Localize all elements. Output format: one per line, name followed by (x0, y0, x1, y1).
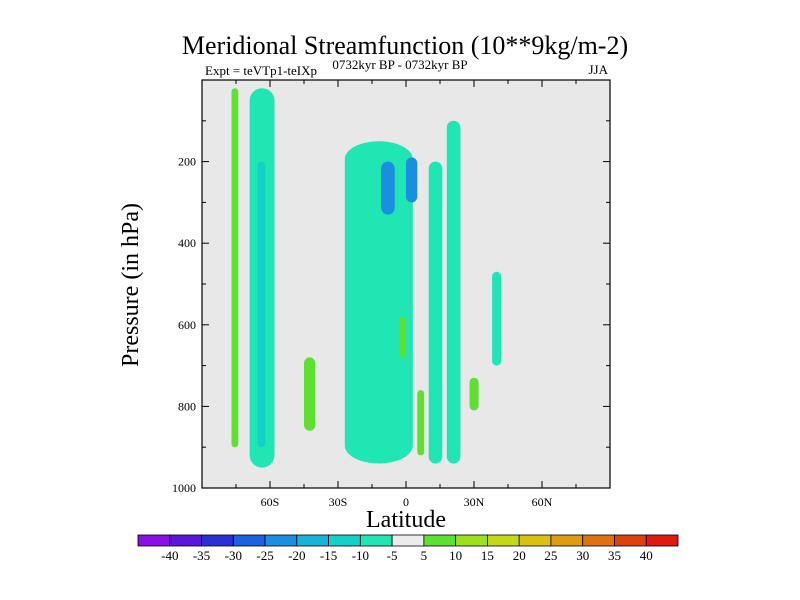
x-axis-label: Latitude (366, 507, 446, 533)
x-tick-label: 60S (261, 495, 280, 509)
colorbar-label: 35 (608, 548, 621, 563)
colorbar-swatch (201, 534, 234, 547)
colorbar-swatch (582, 534, 615, 547)
contour-band-10N-pos (417, 390, 425, 456)
colorbar-label: 20 (513, 548, 526, 563)
colorbar-swatch (518, 534, 552, 547)
colorbar-swatch (264, 534, 298, 547)
y-tick-label: 400 (178, 236, 196, 250)
contour-patch-30N-pos (469, 377, 479, 411)
colorbar-swatch (391, 534, 425, 547)
colorbar-swatch (550, 534, 584, 547)
colorbar-label: -10 (352, 548, 369, 563)
colorbar-swatch (614, 534, 647, 547)
colorbar-swatch (359, 534, 393, 547)
colorbar-swatch (137, 534, 171, 547)
contour-cell-hadley-core-a (381, 161, 395, 215)
y-tick-label: 200 (178, 155, 196, 169)
colorbar-label: 40 (640, 548, 653, 563)
contour-patch-40N-neg (492, 271, 502, 366)
colorbar-swatch (328, 534, 361, 547)
contour-cell-hadley-neg (344, 141, 413, 464)
colorbar-label: -5 (387, 548, 398, 563)
chart-title: Meridional Streamfunction (10**9kg/m-2) (182, 31, 628, 60)
colorbar-label: -40 (161, 548, 178, 563)
colorbar: -40 -35 -30 -25 -20 -15 -10 -5 5 10 15 20 25 30 35 40 (137, 534, 679, 563)
x-tick-label: 30S (329, 495, 348, 509)
colorbar-swatch (487, 534, 520, 547)
y-tick-label: 600 (178, 318, 196, 332)
contour-regions (231, 88, 502, 468)
contour-cell-hadley-core-b (406, 157, 418, 203)
colorbar-label: -25 (256, 548, 273, 563)
y-tick-label: 1000 (172, 481, 196, 495)
colorbar-label: 10 (449, 548, 462, 563)
colorbar-swatch (169, 534, 202, 547)
contour-patch-1S-pos (399, 316, 406, 358)
axis-ticks: 200 400 600 800 1000 60S 30S 0 30N 60N (172, 80, 610, 509)
x-tick-label: 60N (532, 495, 553, 509)
contour-band-14N-neg (428, 161, 443, 464)
colorbar-label: 15 (481, 548, 494, 563)
colorbar-swatch (423, 534, 457, 547)
colorbar-swatch (296, 534, 329, 547)
season-label: JJA (588, 62, 608, 77)
colorbar-label: -35 (193, 548, 210, 563)
contour-band-22N-neg (446, 120, 461, 464)
time-range-label: 0732kyr BP - 0732kyr BP (332, 57, 467, 72)
colorbar-swatch (232, 534, 266, 547)
y-axis-label: Pressure (in hPa) (118, 203, 144, 367)
colorbar-label: 30 (576, 548, 589, 563)
contour-band-63S-core (257, 161, 266, 448)
colorbar-label: -15 (320, 548, 337, 563)
colorbar-label: -20 (288, 548, 305, 563)
colorbar-label: 25 (544, 548, 557, 563)
experiment-label: Expt = teVTp1-teIXp (205, 63, 317, 78)
x-tick-label: 30N (464, 495, 485, 509)
colorbar-label: 5 (421, 548, 428, 563)
y-tick-label: 800 (178, 399, 196, 413)
x-tick-label: 0 (403, 495, 409, 509)
colorbar-swatch (645, 534, 679, 547)
contour-patch-42S-pos (304, 357, 316, 431)
colorbar-label: -30 (225, 548, 242, 563)
contour-band-75S-pos (231, 88, 239, 448)
colorbar-swatch (455, 534, 488, 547)
